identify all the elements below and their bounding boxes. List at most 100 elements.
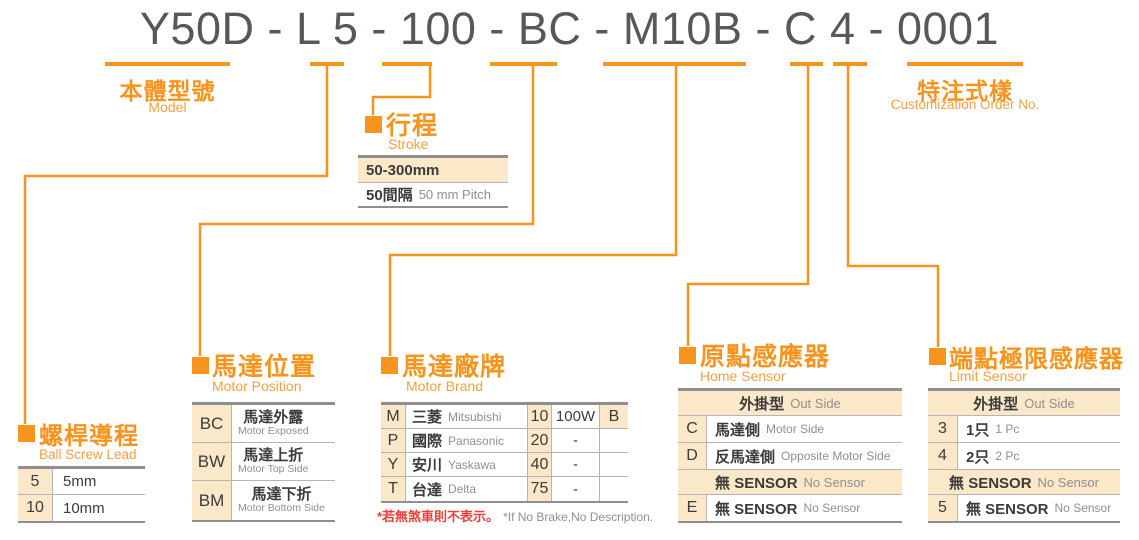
table-row: P 國際 Panasonic 20 - — [381, 429, 628, 453]
brake-cell — [600, 453, 628, 476]
connector-motor-position — [198, 66, 535, 356]
position-en: Motor Top Side — [238, 462, 309, 475]
section-title-home-sensor-zh: 原點感應器 — [700, 343, 831, 371]
sensor-en: 2 Pc — [995, 449, 1020, 463]
section-title-stroke-en: Stroke — [388, 136, 429, 152]
stroke-table: 50-300mm 50間隔 50 mm Pitch — [358, 155, 508, 208]
position-zh: 馬達上折 — [243, 447, 304, 465]
table-row: BC 馬達外露 Motor Exposed — [192, 405, 335, 443]
section-title-motor-position-zh: 馬達位置 — [212, 353, 317, 381]
connector-limit-sensor — [846, 66, 940, 347]
underline-motor-brand — [603, 62, 746, 66]
value-cell: 5mm — [63, 473, 97, 490]
section-title-motor-brand-en: Motor Brand — [406, 378, 484, 394]
sensor-zh: 2只 — [966, 448, 990, 466]
table-row: T 台達 Delta 75 - — [381, 477, 628, 501]
watt-cell: - — [552, 429, 600, 452]
sensor-en: Opposite Motor Side — [781, 449, 891, 463]
code-cell: 3 — [928, 416, 958, 442]
table-row: C 馬達側 Motor Side — [678, 416, 902, 443]
code-cell: Y — [381, 453, 406, 476]
section-title-motor-brand-zh: 馬達廠牌 — [402, 353, 507, 381]
ball-screw-lead-bullet-icon — [18, 425, 35, 442]
table-row: 10 10mm — [18, 495, 145, 521]
underline-limit-sensor — [833, 62, 867, 66]
footnote-zh: *若無煞車則不表示。 — [377, 509, 500, 524]
connector-stroke — [371, 66, 432, 115]
sensor-zh: 反馬達側 — [715, 448, 776, 466]
stroke-bullet-icon — [365, 116, 382, 133]
brand-zh: 三菱 — [412, 409, 443, 426]
band-en: No Sensor — [803, 474, 865, 490]
stroke-range: 50-300mm — [366, 161, 440, 179]
section-title-ball-screw-zh: 螺桿導程 — [39, 423, 139, 450]
position-en: Motor Bottom Side — [238, 501, 325, 514]
code-cell: P — [381, 429, 406, 452]
motor-position-bullet-icon — [192, 357, 209, 374]
section-title-motor-position-en: Motor Position — [212, 378, 302, 394]
band-en: No Sensor — [1037, 474, 1099, 490]
table-row: D 反馬達側 Opposite Motor Side — [678, 443, 902, 470]
stroke-pitch-en: 50 mm Pitch — [418, 187, 491, 202]
code-cell: BM — [192, 481, 232, 520]
brand-en: Yaskawa — [448, 457, 496, 472]
watt-code-cell: 20 — [528, 429, 552, 452]
band-zh: 外掛型 — [739, 395, 785, 413]
limit-sensor-table: 外掛型 Out Side 3 1只 1 Pc 4 2只 2 Pc 無 SENSO… — [928, 388, 1120, 523]
motor-brand-bullet-icon — [381, 357, 398, 374]
band-zh: 無 SENSOR — [949, 474, 1032, 492]
home-sensor-table: 外掛型 Out Side C 馬達側 Motor Side D 反馬達側 Opp… — [678, 388, 902, 523]
table-row: E 無 SENSOR No Sensor — [678, 495, 902, 521]
table-row: M 三菱 Mitsubishi 10 100W B — [381, 405, 628, 429]
table-row: 50-300mm — [358, 158, 508, 183]
position-zh: 馬達下折 — [251, 486, 312, 504]
limit-sensor-bullet-icon — [929, 348, 946, 365]
code-cell: BW — [192, 443, 232, 480]
section-title-limit-sensor-zh: 端點極限感應器 — [949, 346, 1124, 373]
table-row: 50間隔 50 mm Pitch — [358, 183, 508, 206]
section-title-ball-screw-en: Ball Screw Lead — [39, 447, 137, 462]
ball-screw-lead-table: 5 5mm 10 10mm — [18, 466, 145, 523]
connector-home-sensor — [686, 66, 810, 346]
model-code-title: Y50D - L 5 - 100 - BC - M10B - C 4 - 000… — [139, 3, 1000, 54]
value-cell: 10mm — [63, 499, 105, 517]
table-row: Y 安川 Yaskawa 40 - — [381, 453, 628, 477]
table-row: 5 無 SENSOR No Sensor — [928, 495, 1120, 521]
sensor-zh: 無 SENSOR — [715, 500, 798, 518]
section-title-limit-sensor-en: Limit Sensor — [949, 368, 1027, 384]
brake-cell — [600, 477, 628, 501]
code-cell: BC — [192, 405, 232, 442]
sensor-en: Motor Side — [766, 422, 825, 436]
code-cell: 5 — [928, 495, 958, 521]
table-row: 無 SENSOR No Sensor — [678, 470, 902, 495]
sensor-zh: 無 SENSOR — [966, 500, 1049, 518]
connector-motor-brand — [388, 66, 678, 356]
brake-cell — [600, 429, 628, 452]
brake-cell: B — [600, 405, 628, 428]
brand-zh: 安川 — [412, 457, 443, 474]
code-cell: 5 — [18, 469, 53, 494]
underline-lead — [310, 62, 344, 66]
table-row: BM 馬達下折 Motor Bottom Side — [192, 481, 335, 520]
sensor-en: 1 Pc — [995, 422, 1020, 436]
table-row: 外掛型 Out Side — [928, 391, 1120, 416]
position-zh: 馬達外露 — [243, 409, 304, 427]
brand-en: Panasonic — [448, 433, 505, 448]
table-row: 3 1只 1 Pc — [928, 416, 1120, 443]
section-title-stroke-zh: 行程 — [386, 112, 439, 140]
sensor-en: No Sensor — [803, 501, 861, 515]
section-title-custom-zh: 特注式樣 — [917, 78, 1013, 104]
watt-code-cell: 75 — [528, 477, 552, 501]
underline-motor-position — [490, 62, 557, 66]
table-row: 5 5mm — [18, 469, 145, 495]
band-en: Out Side — [790, 395, 841, 411]
motor-position-table: BC 馬達外露 Motor Exposed BW 馬達上折 Motor Top … — [192, 402, 335, 522]
watt-code-cell: 40 — [528, 453, 552, 476]
code-cell: D — [678, 443, 707, 469]
motor-brand-footnote: *若無煞車則不表示。 *If No Brake,No Description. — [377, 506, 653, 526]
underline-body-model — [105, 62, 230, 66]
section-title-home-sensor-en: Home Sensor — [700, 368, 786, 384]
watt-code-cell: 10 — [528, 405, 552, 428]
